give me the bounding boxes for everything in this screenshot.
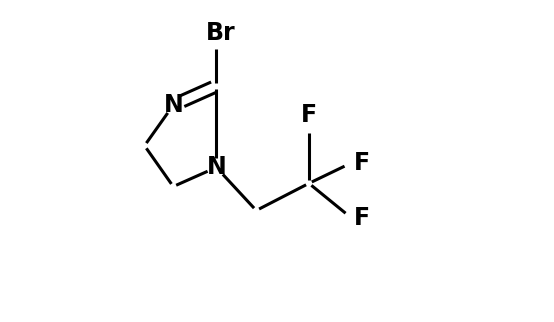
Text: F: F: [353, 151, 370, 175]
Text: N: N: [207, 156, 226, 179]
Text: N: N: [163, 93, 183, 117]
Text: Br: Br: [206, 21, 236, 45]
Text: F: F: [301, 103, 317, 127]
Text: F: F: [353, 206, 370, 231]
